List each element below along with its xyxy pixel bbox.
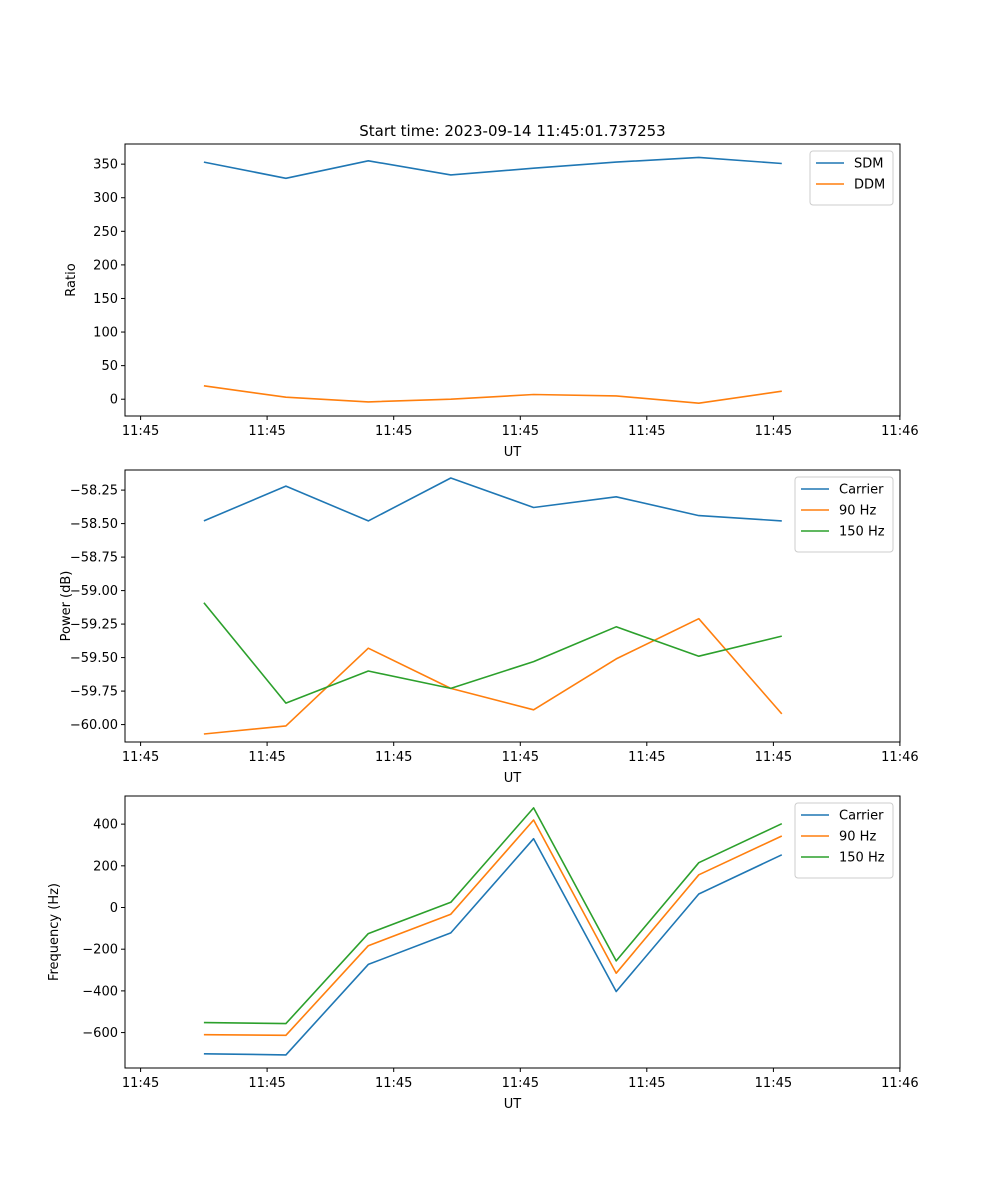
- legend-label: 150 Hz: [839, 851, 885, 866]
- series-line-150-hz: [203, 807, 783, 1025]
- x-tick-label: 11:45: [628, 424, 665, 439]
- x-tick-label: 11:45: [502, 424, 539, 439]
- x-tick-label: 11:45: [628, 1076, 665, 1091]
- x-tick-label: 11:46: [881, 750, 918, 765]
- axes-frame: [124, 143, 901, 417]
- x-tick-label: 11:46: [881, 1076, 918, 1091]
- series-line-ddm: [203, 385, 782, 405]
- figure-title: Start time: 2023-09-14 11:45:01.737253: [359, 122, 665, 140]
- x-tick-label: 11:45: [755, 750, 792, 765]
- y-tick-label: −59.50: [70, 651, 118, 666]
- x-tick-label: 11:45: [248, 424, 285, 439]
- chart-panel-3: 11:45 11:45 11:45 11:45 11:45 11:45 11:46 −600 −…: [47, 795, 919, 1112]
- x-tick-label: 11:45: [248, 750, 285, 765]
- x-tick-label: 11:45: [375, 1076, 412, 1091]
- legend-label: SDM: [854, 157, 883, 172]
- legend: Carrier 90 Hz 150 Hz: [794, 476, 894, 553]
- legend-box: [809, 150, 894, 206]
- y-tick-label: −200: [82, 943, 118, 958]
- legend: Carrier 90 Hz 150 Hz: [794, 802, 894, 879]
- legend-box: [794, 476, 894, 553]
- x-tick-label: 11:45: [502, 750, 539, 765]
- legend-label: 90 Hz: [839, 504, 876, 519]
- y-tick-label: −600: [82, 1026, 118, 1041]
- y-tick-label: 150: [93, 292, 118, 307]
- axes-frame: [124, 795, 901, 1069]
- x-axis-label: UT: [504, 771, 522, 786]
- y-tick-label: −59.00: [70, 584, 118, 599]
- y-tick-label: −58.50: [70, 517, 118, 532]
- y-tick-label: 50: [101, 359, 118, 374]
- axes-frame: [124, 469, 901, 743]
- legend-label: DDM: [854, 178, 885, 193]
- series-line-90-hz: [203, 819, 783, 1037]
- x-tick-label: 11:45: [122, 1076, 159, 1091]
- chart-panel-2: 11:45 11:45 11:45 11:45 11:45 11:45 11:46 −60.0…: [59, 469, 919, 786]
- y-tick-label: −59.25: [70, 618, 118, 633]
- legend-label: 90 Hz: [839, 830, 876, 845]
- x-tick-label: 11:45: [628, 750, 665, 765]
- series-line-carrier: [203, 477, 782, 522]
- y-tick-label: 300: [93, 191, 118, 206]
- y-axis-label: Frequency (Hz): [47, 883, 62, 981]
- y-tick-label: −400: [82, 984, 118, 999]
- y-axis-label: Power (dB): [59, 571, 74, 642]
- y-tick-label: 100: [93, 326, 118, 341]
- x-tick-label: 11:45: [122, 424, 159, 439]
- y-tick-label: 400: [93, 818, 118, 833]
- x-tick-label: 11:45: [755, 424, 792, 439]
- y-tick-label: −60.00: [70, 718, 118, 733]
- y-tick-label: 200: [93, 859, 118, 874]
- legend: SDM DDM: [809, 150, 894, 206]
- series-line-carrier: [203, 837, 783, 1056]
- x-axis-label: UT: [504, 1097, 522, 1112]
- x-axis-label: UT: [504, 445, 522, 460]
- x-tick-label: 11:45: [502, 1076, 539, 1091]
- x-tick-label: 11:45: [248, 1076, 285, 1091]
- x-tick-label: 11:45: [375, 750, 412, 765]
- y-tick-label: 250: [93, 225, 118, 240]
- legend-box: [794, 802, 894, 879]
- x-tick-label: 11:45: [755, 1076, 792, 1091]
- series-line-150-hz: [203, 602, 782, 704]
- series-line-90-hz: [203, 617, 783, 735]
- x-tick-label: 11:45: [122, 750, 159, 765]
- y-tick-label: −58.75: [70, 551, 118, 566]
- y-tick-label: 0: [110, 393, 118, 408]
- x-tick-label: 11:45: [375, 424, 412, 439]
- legend-label: Carrier: [839, 483, 884, 498]
- chart-panel-1: 11:45 11:45 11:45 11:45 11:45 11:45 11:46 0 50 10…: [64, 143, 919, 460]
- y-tick-label: −59.75: [70, 685, 118, 700]
- y-tick-label: −58.25: [70, 484, 118, 499]
- legend-label: 150 Hz: [839, 525, 885, 540]
- y-tick-label: 350: [93, 158, 118, 173]
- legend-label: Carrier: [839, 809, 884, 824]
- y-tick-label: 0: [110, 901, 118, 916]
- y-axis-label: Ratio: [64, 263, 79, 296]
- series-line-sdm: [203, 156, 782, 180]
- y-tick-label: 200: [93, 258, 118, 273]
- x-tick-label: 11:46: [881, 424, 918, 439]
